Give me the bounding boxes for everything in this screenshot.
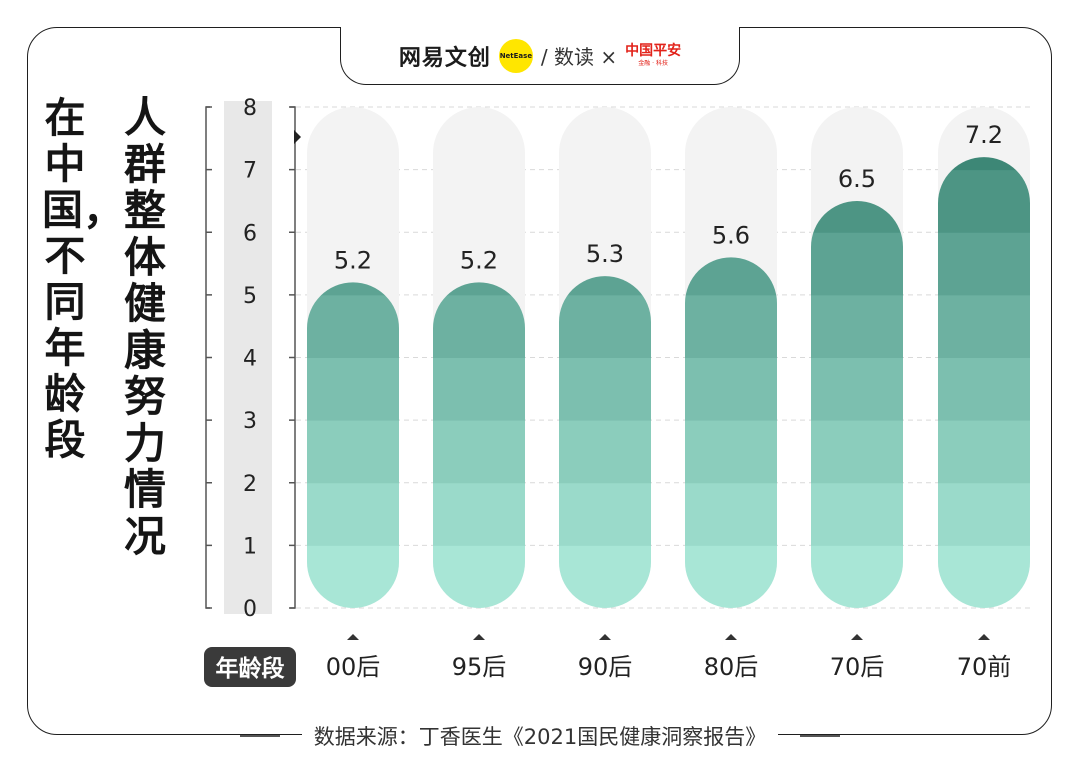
footer: 数据来源：丁香医生《2021国民健康洞察报告》 [0,720,1080,750]
bar-band [433,482,525,546]
bar-band [811,545,903,608]
x-tick-marker-icon [473,634,485,640]
y-tick-label: 1 [243,534,257,559]
bar-70后 [811,200,903,608]
bar-band [685,420,777,484]
x-tick-label: 95后 [452,653,507,681]
bar-band [433,545,525,608]
y-tick-label: 2 [243,472,257,497]
bar-band [433,294,525,358]
y-tick-label: 6 [243,221,257,246]
page-title-line2: 人群整体健康努力情况 [123,93,166,561]
y-tick-label: 5 [243,284,257,309]
x-tick-label: 80后 [704,653,759,681]
bar-band [938,294,1030,358]
x-tick-label: 90后 [578,653,633,681]
y-tick-label: 8 [243,96,257,121]
bar-band [433,357,525,421]
bar-70前 [938,157,1030,608]
header-separator: / 数读 × [540,45,618,69]
page-title-line1: 在中国，不同年龄段 [42,94,124,464]
bar-band [685,294,777,358]
x-tick-label: 70前 [957,653,1012,681]
bar-band [938,420,1030,484]
header-tab: 网易文创 NetEase / 数读 × 中国平安 金融 · 科技 [340,27,740,85]
bar-band [307,420,399,484]
data-label: 5.3 [586,240,624,268]
x-tick-label: 70后 [830,653,885,681]
bar-band [811,232,903,296]
bar-band [685,545,777,608]
bar-band [559,294,651,358]
bar-band [938,169,1030,233]
bar-80后 [685,257,777,608]
pingan-logo-sub: 金融 · 科技 [638,60,668,67]
y-axis-band [224,101,272,614]
x-tick-marker-icon [725,634,737,640]
y-tick-label: 3 [243,409,257,434]
x-axis-label: 年龄段 [216,655,285,682]
bar-band [811,482,903,546]
ylabel-pointer-icon [294,130,301,144]
netease-badge-icon: NetEase [498,38,533,73]
netease-brand-logo: 网易文创 [398,45,491,71]
bar-band [938,482,1030,546]
bar-band [559,545,651,608]
bar-band [307,294,399,358]
pingan-logo-text: 中国平安 [625,43,682,59]
bar-band [685,357,777,421]
x-axis-label-box [204,647,296,687]
bar-band [307,357,399,421]
bar-band [433,420,525,484]
pingan-logo: 中国平安 金融 · 科技 [625,44,681,67]
bar-band [559,482,651,546]
y-tick-label: 0 [243,597,257,622]
bar-00后 [307,282,399,608]
bar-band [938,232,1030,296]
data-label: 7.2 [965,121,1003,149]
bar-band [811,420,903,484]
bar-band [938,357,1030,421]
x-tick-marker-icon [347,634,359,640]
data-label: 5.2 [334,246,372,274]
bar-band [811,294,903,358]
data-label: 5.6 [712,221,750,249]
footer-rule-left [240,735,280,737]
y-tick-label: 7 [243,159,257,184]
bar-band [559,357,651,421]
bar-band [938,545,1030,608]
y-tick-label: 4 [243,347,257,372]
bar-band [559,420,651,484]
x-tick-marker-icon [599,634,611,640]
bar-band [811,357,903,421]
x-tick-marker-icon [978,634,990,640]
bar-band [307,482,399,546]
x-tick-label: 00后 [326,653,381,681]
data-label: 5.2 [460,246,498,274]
data-label: 6.5 [838,165,876,193]
x-tick-marker-icon [851,634,863,640]
bar-band [307,545,399,608]
footer-rule-right [800,735,840,737]
source-note: 数据来源：丁香医生《2021国民健康洞察报告》 [301,725,779,749]
bar-band [685,482,777,546]
